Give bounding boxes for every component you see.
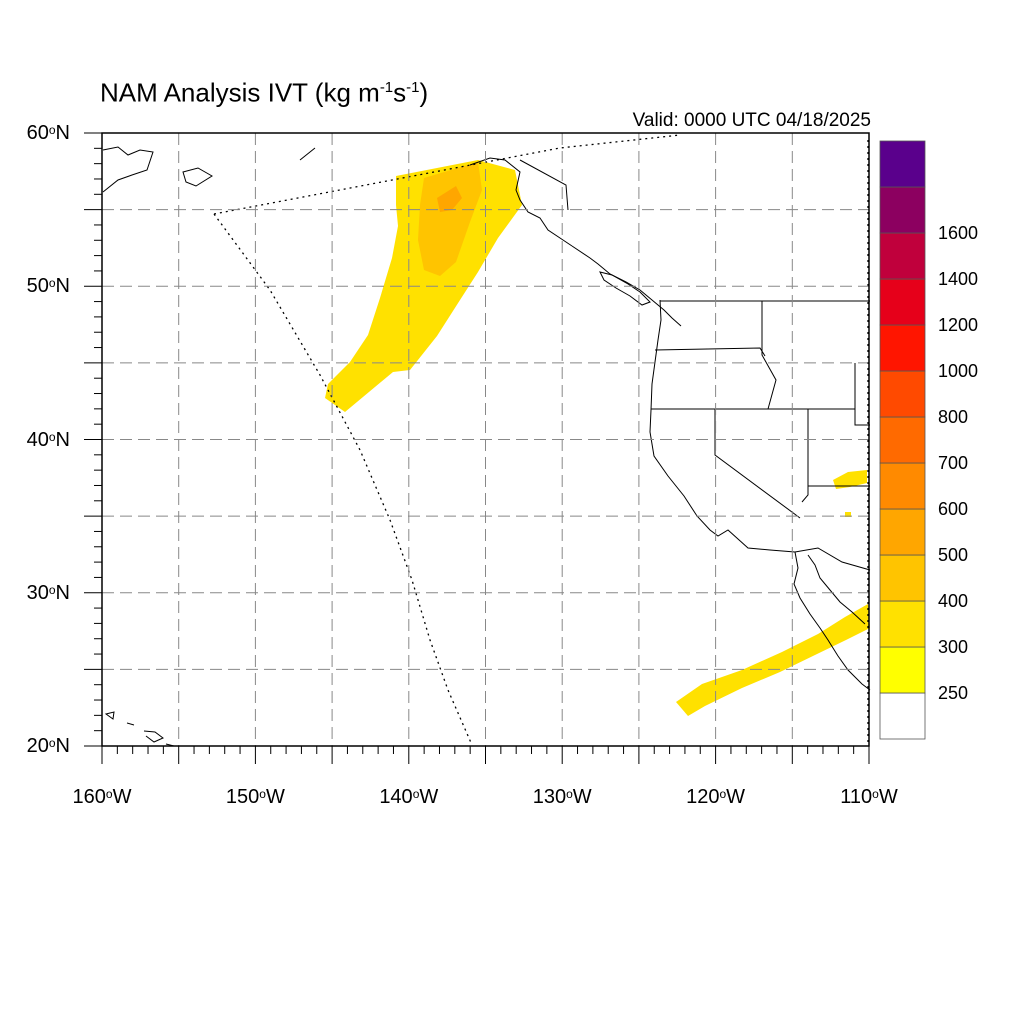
colorbar-swatch bbox=[879, 232, 926, 280]
border-us-mexico bbox=[794, 547, 871, 571]
ivt-region-gulf-of-alaska bbox=[325, 160, 522, 412]
colorbar-swatch bbox=[879, 324, 926, 372]
nam-domain-boundary bbox=[213, 134, 869, 746]
ivt-shading bbox=[325, 160, 870, 716]
border-idaho-west bbox=[761, 301, 777, 410]
lat-label: 50oN bbox=[26, 275, 70, 298]
ivt-core-gulf-of-alaska bbox=[418, 162, 482, 276]
coastline-us-west bbox=[649, 299, 796, 553]
colorbar-level-label: 500 bbox=[938, 545, 969, 565]
border-wy bbox=[854, 363, 870, 426]
border-alaska-canada bbox=[519, 159, 569, 211]
colorbar-swatch bbox=[879, 462, 926, 510]
coastline-hawaii-islands bbox=[104, 711, 175, 747]
colorbar-swatch bbox=[879, 600, 926, 648]
lat-label: 30oN bbox=[26, 581, 70, 604]
coastline-vancouver-island bbox=[599, 271, 651, 306]
coastline-baja-california bbox=[793, 551, 871, 691]
colorbar-swatch bbox=[879, 140, 926, 188]
colorbar-level-label: 800 bbox=[938, 407, 969, 427]
colorbar-swatch bbox=[879, 508, 926, 556]
ivt-region-arizona-patch bbox=[833, 470, 867, 489]
colorbar-level-label: 400 bbox=[938, 591, 969, 611]
border-wa-or bbox=[654, 347, 766, 357]
lat-label: 20oN bbox=[26, 735, 70, 757]
colorbar-level-label: 1400 bbox=[938, 269, 979, 289]
colorbar-swatch bbox=[879, 186, 926, 234]
ivt-region-mexico-plume bbox=[676, 604, 870, 716]
valid-time-label: Valid: 0000 UTC 04/18/2025 bbox=[632, 110, 871, 131]
lon-label: 140oW bbox=[379, 786, 439, 808]
colorbar-level-label: 1600 bbox=[938, 223, 979, 243]
coastline-gulf-of-california bbox=[807, 554, 866, 625]
colorbar-level-label: 1200 bbox=[938, 315, 979, 335]
border-nevada-east bbox=[801, 409, 809, 503]
colorbar-level-label: 1000 bbox=[938, 361, 979, 381]
colorbar-swatch bbox=[879, 554, 926, 602]
lon-label: 110oW bbox=[840, 786, 898, 808]
ivt-core-gulf-of-alaska-inner bbox=[437, 186, 462, 212]
colorbar-swatch bbox=[879, 370, 926, 418]
figure-title: NAM Analysis IVT (kg m-1s-1) bbox=[100, 77, 429, 108]
colorbar-swatch bbox=[879, 278, 926, 326]
political-borders bbox=[519, 159, 871, 571]
map-frame bbox=[101, 132, 870, 747]
lon-label: 120oW bbox=[686, 786, 746, 808]
colorbar-swatch bbox=[879, 416, 926, 464]
colorbar-level-label: 600 bbox=[938, 499, 969, 519]
colorbar bbox=[879, 140, 926, 740]
colorbar-swatch bbox=[879, 646, 926, 694]
coastline-alaska bbox=[102, 146, 573, 247]
lat-label: 40oN bbox=[26, 428, 70, 451]
lat-lon-grid bbox=[102, 133, 869, 746]
axis-ticks bbox=[84, 132, 870, 764]
colorbar-level-label: 250 bbox=[938, 683, 969, 703]
lon-label: 130oW bbox=[532, 786, 592, 808]
lon-label: 150oW bbox=[225, 786, 285, 808]
colorbar-level-label: 300 bbox=[938, 637, 969, 657]
lat-label: 60oN bbox=[26, 122, 70, 144]
ivt-region-small-patch bbox=[845, 512, 851, 517]
colorbar-level-label: 700 bbox=[938, 453, 969, 473]
colorbar-swatch bbox=[879, 692, 926, 740]
lon-label: 160oW bbox=[72, 786, 132, 808]
border-ca-nv-diagonal bbox=[714, 409, 801, 519]
